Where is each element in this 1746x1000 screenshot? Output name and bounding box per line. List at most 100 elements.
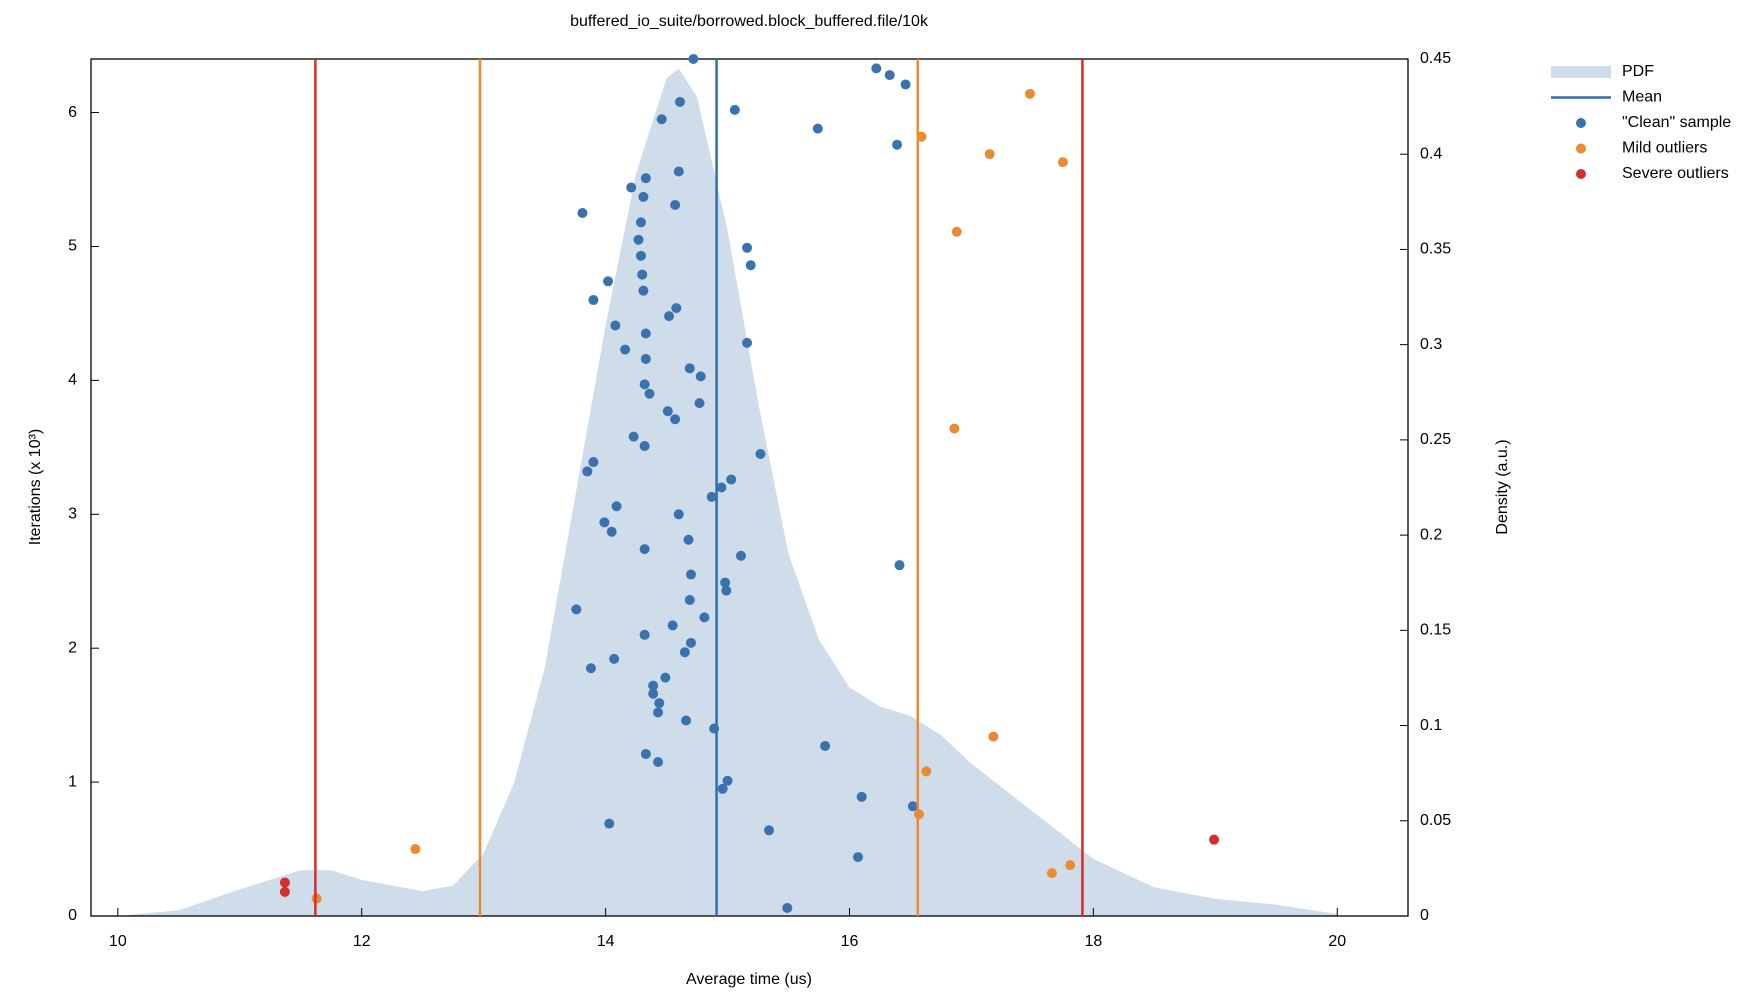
sample-point (735, 550, 746, 561)
legend-label: Severe outliers (1622, 165, 1729, 182)
sample-point (653, 757, 664, 768)
y2-tick-label: 0.05 (1420, 812, 1451, 829)
sample-point (638, 191, 649, 202)
sample-point (673, 509, 684, 520)
sample-point (685, 569, 696, 580)
sample-point (695, 371, 706, 382)
x-axis-label: Average time (us) (686, 971, 812, 988)
sample-point (639, 379, 650, 390)
sample-point (755, 449, 766, 460)
x-tick-label: 20 (1328, 933, 1346, 950)
sample-point (653, 707, 664, 718)
sample-point (871, 63, 882, 74)
sample-point (721, 585, 732, 596)
sample-point (639, 544, 650, 555)
legend-swatch (1576, 169, 1586, 179)
x-tick-label: 10 (109, 933, 127, 950)
y-tick-label: 1 (68, 773, 77, 790)
sample-point (648, 680, 659, 691)
y2-tick-label: 0.45 (1420, 50, 1451, 67)
sample-point (1046, 868, 1057, 879)
sample-point (611, 501, 622, 512)
sample-point (726, 474, 737, 485)
sample-point (671, 303, 682, 314)
sample-point (742, 242, 753, 253)
sample-point (764, 825, 775, 836)
y2-tick-label: 0.25 (1420, 431, 1451, 448)
sample-point (626, 182, 637, 193)
sample-point (660, 672, 671, 683)
sample-point (1065, 860, 1076, 871)
sample-point (742, 337, 753, 348)
y-axis-label: Iterations (x 10³) (27, 429, 44, 545)
y-tick-label: 4 (68, 372, 77, 389)
sample-point (670, 199, 681, 210)
sample-point (610, 320, 621, 331)
x-tick-label: 16 (841, 933, 859, 950)
sample-point (662, 406, 673, 417)
sample-point (706, 491, 717, 502)
plot-area (117, 68, 1338, 917)
legend-swatch (1551, 66, 1611, 78)
sample-point (709, 723, 720, 734)
sample-point (1209, 834, 1220, 845)
y2-tick-label: 0.3 (1420, 336, 1442, 353)
sample-point (951, 226, 962, 237)
sample-point (679, 647, 690, 658)
sample-point (577, 207, 588, 218)
legend-swatch (1576, 143, 1586, 154)
sample-point (894, 560, 905, 571)
pdf-area (117, 68, 1338, 917)
sample-point (638, 285, 649, 296)
sample-point (673, 166, 684, 177)
y2-tick-label: 0 (1420, 907, 1429, 924)
sample-point (609, 653, 620, 664)
sample-point (892, 139, 903, 150)
sample-point (628, 431, 639, 442)
sample-point (635, 217, 646, 228)
sample-point (588, 295, 599, 306)
sample-point (694, 398, 705, 409)
y-tick-label: 6 (68, 104, 77, 121)
chart-title: buffered_io_suite/borrowed.block_buffere… (570, 13, 929, 30)
y2-tick-label: 0.15 (1420, 622, 1451, 639)
sample-point (1024, 88, 1035, 99)
sample-point (279, 877, 290, 888)
sample-point (782, 902, 793, 913)
sample-point (410, 844, 421, 855)
sample-point (684, 363, 695, 374)
sample-point (853, 852, 864, 863)
legend-label: "Clean" sample (1622, 114, 1731, 131)
sample-point (914, 809, 925, 820)
sample-point (571, 604, 582, 615)
sample-point (820, 740, 831, 751)
sample-point (639, 440, 650, 451)
sample-point (984, 149, 995, 160)
sample-point (916, 131, 927, 142)
y-tick-label: 5 (68, 238, 77, 255)
sample-point (722, 775, 733, 786)
sample-point (620, 344, 631, 355)
x-tick-label: 18 (1084, 933, 1102, 950)
sample-point (606, 526, 617, 537)
sample-point (585, 663, 596, 674)
sample-point (656, 114, 667, 125)
legend-swatch (1576, 118, 1586, 128)
sample-point (664, 311, 675, 322)
legend-label: PDF (1622, 63, 1654, 80)
y2-tick-label: 0.35 (1420, 241, 1451, 258)
sample-point (717, 783, 728, 794)
sample-point (637, 269, 648, 280)
sample-point (921, 766, 932, 777)
sample-point (884, 70, 895, 81)
sample-point (603, 276, 614, 287)
y-tick-label: 3 (68, 506, 77, 523)
y2-axis-label: Density (a.u.) (1494, 439, 1511, 534)
sample-point (640, 173, 651, 184)
sample-point (988, 731, 999, 742)
sample-point (639, 629, 650, 640)
sample-point (1057, 157, 1068, 168)
legend-label: Mean (1622, 89, 1662, 106)
